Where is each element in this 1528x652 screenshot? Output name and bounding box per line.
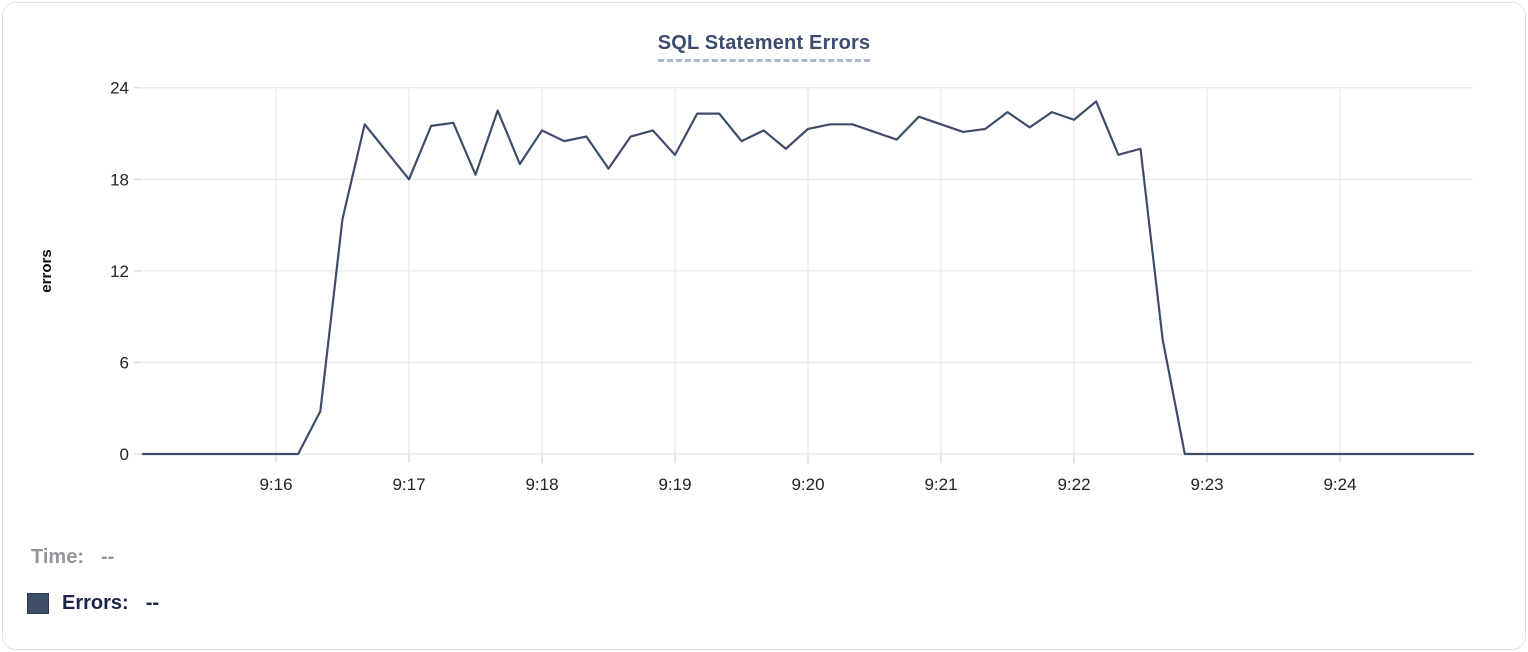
plot-area[interactable] xyxy=(143,87,1473,454)
time-readout-label: Time: xyxy=(31,546,84,568)
y-tick-label: 24 xyxy=(110,79,129,98)
x-tick-label: 9:21 xyxy=(924,475,957,494)
x-tick-label: 9:24 xyxy=(1323,475,1356,494)
x-tick-label: 9:19 xyxy=(658,475,691,494)
y-tick-label: 0 xyxy=(120,445,129,464)
chart-header: SQL Statement Errors xyxy=(3,32,1525,62)
legend-row-errors[interactable]: Errors: -- xyxy=(27,592,159,615)
errors-readout-value: -- xyxy=(145,592,160,614)
chart-title[interactable]: SQL Statement Errors xyxy=(657,32,871,62)
x-tick-label: 9:20 xyxy=(791,475,824,494)
legend-row-time: Time: -- xyxy=(31,546,114,569)
y-tick-label: 18 xyxy=(110,170,129,189)
x-tick-label: 9:17 xyxy=(392,475,425,494)
y-tick-label: 12 xyxy=(110,262,129,281)
x-tick-label: 9:18 xyxy=(525,475,558,494)
errors-series-line xyxy=(141,100,1475,456)
x-tick-label: 9:22 xyxy=(1057,475,1090,494)
errors-readout-label: Errors: xyxy=(62,592,129,614)
x-tick-label: 9:23 xyxy=(1190,475,1223,494)
y-axis-title: errors xyxy=(38,249,55,292)
errors-series-swatch-icon xyxy=(27,593,49,614)
time-readout-value: -- xyxy=(100,546,115,568)
y-tick-label: 6 xyxy=(120,353,129,372)
x-tick-label: 9:16 xyxy=(259,475,292,494)
plot-grid-and-series: 0 6 12 18 24 9:16 9:17 9:18 9:19 9:20 9:21 9:22 9:23… xyxy=(110,79,1475,494)
line-chart-svg: 0 6 12 18 24 9:16 9:17 9:18 9:19 9:20 9:21 9:22 9:23… xyxy=(38,79,1475,494)
